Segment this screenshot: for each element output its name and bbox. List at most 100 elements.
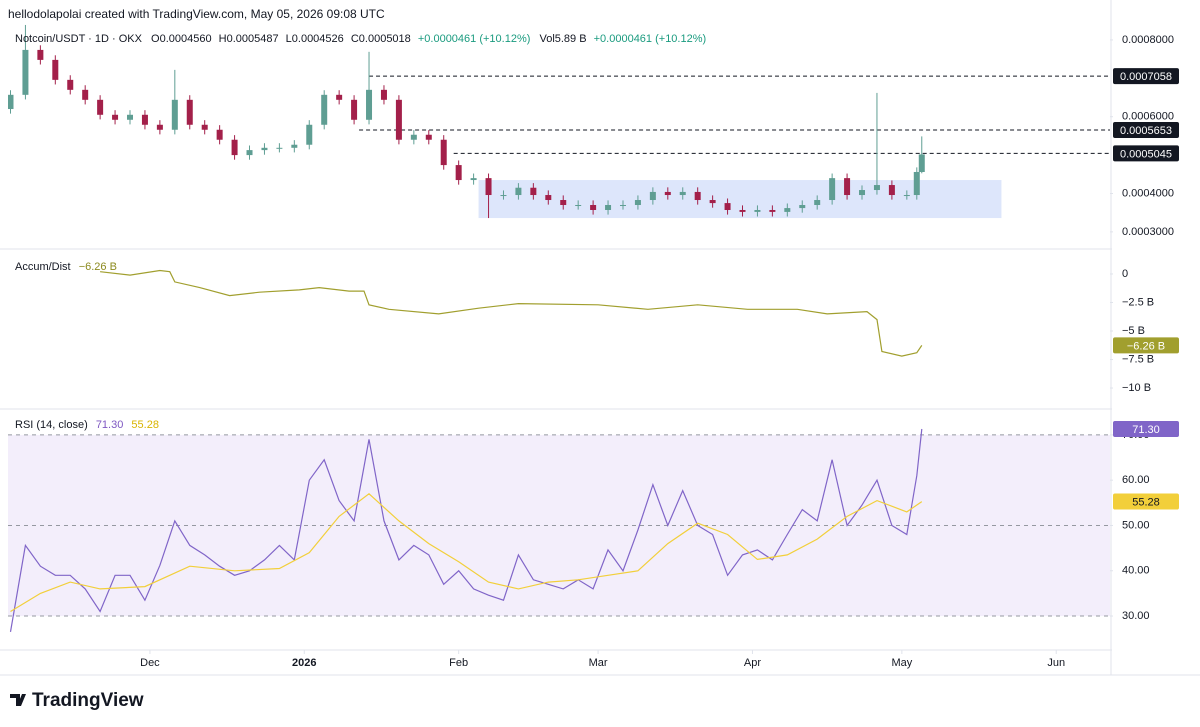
candle-body	[799, 205, 806, 209]
value-badge: 71.30	[1132, 424, 1160, 436]
level-badge-bg	[1113, 68, 1179, 85]
candle-body	[590, 205, 597, 210]
symbol-title: Notcoin/USDT · 1D · OKX	[15, 33, 143, 45]
legend-close: C0.0005018	[351, 33, 411, 45]
value-badge-bg	[1113, 421, 1179, 438]
candle-body	[784, 208, 791, 212]
legend-change: +0.0000461 (+10.12%)	[594, 33, 707, 45]
value-badge: −6.26 B	[1127, 340, 1165, 352]
candle-body	[575, 205, 582, 207]
candle-body	[37, 49, 44, 60]
candle-body	[156, 124, 163, 130]
y-tick-label: 0.0008000	[1122, 34, 1174, 46]
y-tick-label: −2.5 B	[1122, 296, 1154, 308]
candle-body	[395, 99, 402, 140]
rsi-current: 71.30	[96, 419, 124, 431]
candle-body	[814, 200, 821, 206]
rsi-ma-current: 55.28	[131, 419, 159, 431]
candle-body	[455, 165, 462, 181]
candle-body	[186, 99, 193, 125]
candle-body	[97, 99, 104, 115]
y-tick-label: −5 B	[1122, 325, 1145, 337]
y-tick-label: −7.5 B	[1122, 353, 1154, 365]
legend-change: +0.0000461 (+10.12%)	[418, 33, 531, 45]
candle-body	[619, 205, 626, 207]
candle-body	[634, 200, 641, 206]
rsi-pane	[8, 428, 1110, 633]
value-badge-bg	[1113, 337, 1179, 354]
candle-body	[425, 134, 432, 140]
level-badge: 0.0005045	[1120, 148, 1172, 160]
y-tick-label: 50.00	[1122, 519, 1150, 531]
candle-body	[545, 195, 552, 201]
level-badge: 0.0005653	[1120, 125, 1172, 137]
candle-body	[67, 79, 74, 90]
rsi-title: RSI (14, close)	[15, 419, 88, 431]
candle-body	[754, 209, 761, 212]
candle-body	[201, 124, 208, 130]
y-tick-label: 30.00	[1122, 610, 1150, 622]
rsi-band	[8, 434, 1110, 617]
candle-body	[306, 124, 313, 145]
price-pane	[8, 24, 1110, 219]
candle-body	[261, 147, 268, 151]
candle-body	[8, 94, 14, 110]
candle-body	[739, 209, 746, 212]
ad-current: −6.26 B	[79, 261, 117, 273]
level-badge-bg	[1113, 145, 1179, 162]
x-tick-label: Jun	[1047, 657, 1065, 669]
y-tick-label: 0	[1122, 268, 1128, 280]
ad-title: Accum/Dist	[15, 261, 71, 273]
candle-body	[336, 94, 343, 100]
symbol-legend: Notcoin/USDT · 1D · OKX O0.0004560 H0.00…	[15, 33, 706, 45]
candle-body	[380, 89, 387, 100]
candle-body	[873, 185, 880, 191]
candle-body	[605, 205, 612, 210]
x-tick-label: May	[891, 657, 912, 669]
candle-body	[246, 150, 253, 156]
x-tick-label: Mar	[589, 657, 608, 669]
candle-body	[679, 191, 686, 196]
candle-body	[22, 49, 29, 95]
y-tick-label: 0.0004000	[1122, 187, 1174, 199]
ad-pane	[100, 269, 923, 357]
candle-body	[724, 203, 731, 210]
candle-body	[913, 171, 920, 196]
y-tick-label: 0.0006000	[1122, 111, 1174, 123]
candle-body	[291, 144, 298, 148]
tradingview-logo: TradingView	[10, 690, 144, 711]
candle-body	[127, 114, 134, 120]
logo-icon	[10, 694, 26, 706]
y-tick-label: 60.00	[1122, 474, 1150, 486]
indicator-line	[10, 493, 923, 613]
indicator-line	[100, 269, 923, 357]
x-tick-label: Apr	[744, 657, 761, 669]
level-badge-bg	[1113, 122, 1179, 139]
candle-body	[366, 89, 373, 120]
candle-body	[485, 178, 492, 196]
candle-body	[351, 99, 358, 120]
rsi-legend: RSI (14, close) 71.30 55.28	[15, 419, 159, 431]
candle-body	[560, 200, 567, 206]
candle-body	[112, 114, 119, 120]
candle-body	[709, 200, 716, 204]
candle-body	[694, 191, 701, 201]
legend-low: L0.0004526	[286, 33, 344, 45]
candle-body	[500, 195, 507, 197]
y-tick-label: 0.0003000	[1122, 226, 1174, 238]
candle-body	[171, 99, 178, 130]
candle-body	[276, 147, 283, 149]
candle-body	[82, 89, 89, 100]
candle-body	[649, 191, 656, 201]
legend-high: H0.0005487	[219, 33, 279, 45]
level-badge: 0.0007058	[1120, 71, 1172, 83]
candle-body	[903, 195, 910, 197]
candle-body	[844, 178, 851, 196]
zone	[478, 180, 1002, 219]
x-tick-label: Feb	[449, 657, 468, 669]
y-tick-label: 40.00	[1122, 565, 1150, 577]
candle-body	[321, 94, 328, 125]
